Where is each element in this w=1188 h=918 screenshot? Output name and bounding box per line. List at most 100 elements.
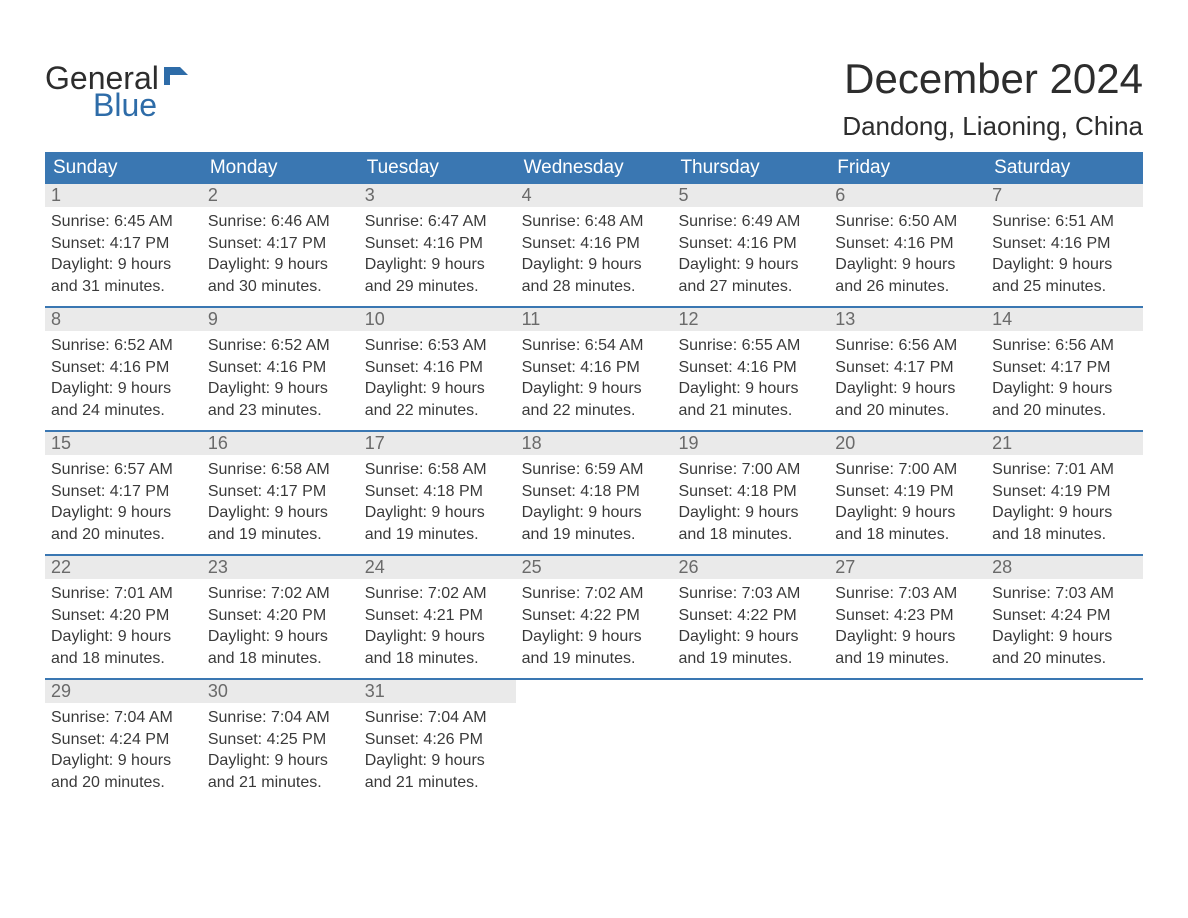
day-cell: 9Sunrise: 6:52 AMSunset: 4:16 PMDaylight…: [202, 308, 359, 430]
day-sunset: Sunset: 4:16 PM: [208, 357, 353, 379]
logo: General Blue: [45, 60, 190, 124]
day-sunset: Sunset: 4:24 PM: [992, 605, 1137, 627]
day-day2: and 20 minutes.: [51, 772, 196, 794]
day-sunrise: Sunrise: 6:56 AM: [992, 335, 1137, 357]
day-cell: [516, 680, 673, 802]
day-day2: and 19 minutes.: [522, 648, 667, 670]
day-day2: and 31 minutes.: [51, 276, 196, 298]
day-sunrise: Sunrise: 6:45 AM: [51, 211, 196, 233]
day-content: Sunrise: 7:03 AMSunset: 4:23 PMDaylight:…: [829, 579, 986, 673]
day-day1: Daylight: 9 hours: [992, 502, 1137, 524]
day-day2: and 28 minutes.: [522, 276, 667, 298]
week-row: 29Sunrise: 7:04 AMSunset: 4:24 PMDayligh…: [45, 678, 1143, 802]
day-sunset: Sunset: 4:16 PM: [522, 233, 667, 255]
logo-text-blue: Blue: [93, 87, 190, 124]
day-number: 12: [672, 308, 829, 331]
day-number: 8: [45, 308, 202, 331]
day-day1: Daylight: 9 hours: [678, 378, 823, 400]
day-day1: Daylight: 9 hours: [51, 502, 196, 524]
day-cell: 4Sunrise: 6:48 AMSunset: 4:16 PMDaylight…: [516, 184, 673, 306]
day-cell: 22Sunrise: 7:01 AMSunset: 4:20 PMDayligh…: [45, 556, 202, 678]
day-content: Sunrise: 7:02 AMSunset: 4:22 PMDaylight:…: [516, 579, 673, 673]
day-number: 6: [829, 184, 986, 207]
day-content: Sunrise: 7:04 AMSunset: 4:24 PMDaylight:…: [45, 703, 202, 797]
day-sunset: Sunset: 4:18 PM: [365, 481, 510, 503]
day-day2: and 19 minutes.: [208, 524, 353, 546]
day-cell: 17Sunrise: 6:58 AMSunset: 4:18 PMDayligh…: [359, 432, 516, 554]
day-sunset: Sunset: 4:16 PM: [365, 233, 510, 255]
day-sunset: Sunset: 4:17 PM: [208, 233, 353, 255]
day-cell: 2Sunrise: 6:46 AMSunset: 4:17 PMDaylight…: [202, 184, 359, 306]
day-day1: Daylight: 9 hours: [208, 254, 353, 276]
day-day2: and 22 minutes.: [522, 400, 667, 422]
week-row: 1Sunrise: 6:45 AMSunset: 4:17 PMDaylight…: [45, 184, 1143, 306]
day-cell: 30Sunrise: 7:04 AMSunset: 4:25 PMDayligh…: [202, 680, 359, 802]
day-sunrise: Sunrise: 6:58 AM: [208, 459, 353, 481]
day-cell: 24Sunrise: 7:02 AMSunset: 4:21 PMDayligh…: [359, 556, 516, 678]
day-cell: 8Sunrise: 6:52 AMSunset: 4:16 PMDaylight…: [45, 308, 202, 430]
day-sunrise: Sunrise: 6:52 AM: [208, 335, 353, 357]
day-sunrise: Sunrise: 6:58 AM: [365, 459, 510, 481]
calendar: SundayMondayTuesdayWednesdayThursdayFrid…: [45, 152, 1143, 802]
day-content: Sunrise: 7:03 AMSunset: 4:22 PMDaylight:…: [672, 579, 829, 673]
day-content: Sunrise: 7:00 AMSunset: 4:18 PMDaylight:…: [672, 455, 829, 549]
day-sunset: Sunset: 4:17 PM: [51, 233, 196, 255]
day-sunrise: Sunrise: 7:02 AM: [365, 583, 510, 605]
day-content: Sunrise: 6:52 AMSunset: 4:16 PMDaylight:…: [45, 331, 202, 425]
day-content: Sunrise: 6:58 AMSunset: 4:17 PMDaylight:…: [202, 455, 359, 549]
day-day1: Daylight: 9 hours: [835, 378, 980, 400]
day-header-row: SundayMondayTuesdayWednesdayThursdayFrid…: [45, 152, 1143, 184]
day-content: Sunrise: 6:59 AMSunset: 4:18 PMDaylight:…: [516, 455, 673, 549]
day-day1: Daylight: 9 hours: [365, 378, 510, 400]
day-number: 7: [986, 184, 1143, 207]
day-sunrise: Sunrise: 6:59 AM: [522, 459, 667, 481]
day-cell: 15Sunrise: 6:57 AMSunset: 4:17 PMDayligh…: [45, 432, 202, 554]
day-number: 10: [359, 308, 516, 331]
day-content: Sunrise: 6:52 AMSunset: 4:16 PMDaylight:…: [202, 331, 359, 425]
day-content: Sunrise: 7:04 AMSunset: 4:25 PMDaylight:…: [202, 703, 359, 797]
day-day2: and 27 minutes.: [678, 276, 823, 298]
day-number: 25: [516, 556, 673, 579]
day-cell: 23Sunrise: 7:02 AMSunset: 4:20 PMDayligh…: [202, 556, 359, 678]
day-day1: Daylight: 9 hours: [835, 254, 980, 276]
day-day2: and 19 minutes.: [835, 648, 980, 670]
day-sunrise: Sunrise: 7:03 AM: [835, 583, 980, 605]
day-cell: 13Sunrise: 6:56 AMSunset: 4:17 PMDayligh…: [829, 308, 986, 430]
day-content: Sunrise: 6:48 AMSunset: 4:16 PMDaylight:…: [516, 207, 673, 301]
day-header: Saturday: [986, 152, 1143, 184]
day-cell: 20Sunrise: 7:00 AMSunset: 4:19 PMDayligh…: [829, 432, 986, 554]
day-cell: 25Sunrise: 7:02 AMSunset: 4:22 PMDayligh…: [516, 556, 673, 678]
day-number: 17: [359, 432, 516, 455]
day-sunset: Sunset: 4:16 PM: [51, 357, 196, 379]
day-day1: Daylight: 9 hours: [208, 626, 353, 648]
day-sunrise: Sunrise: 6:55 AM: [678, 335, 823, 357]
day-content: Sunrise: 7:01 AMSunset: 4:20 PMDaylight:…: [45, 579, 202, 673]
day-sunset: Sunset: 4:24 PM: [51, 729, 196, 751]
flag-icon: [162, 65, 190, 92]
day-day1: Daylight: 9 hours: [522, 502, 667, 524]
day-sunrise: Sunrise: 7:00 AM: [678, 459, 823, 481]
day-content: Sunrise: 6:58 AMSunset: 4:18 PMDaylight:…: [359, 455, 516, 549]
day-sunrise: Sunrise: 7:02 AM: [522, 583, 667, 605]
day-day2: and 19 minutes.: [678, 648, 823, 670]
day-sunrise: Sunrise: 7:00 AM: [835, 459, 980, 481]
day-sunrise: Sunrise: 6:48 AM: [522, 211, 667, 233]
day-sunset: Sunset: 4:17 PM: [992, 357, 1137, 379]
day-number: 29: [45, 680, 202, 703]
day-number: 16: [202, 432, 359, 455]
day-cell: 10Sunrise: 6:53 AMSunset: 4:16 PMDayligh…: [359, 308, 516, 430]
day-day2: and 19 minutes.: [522, 524, 667, 546]
day-sunrise: Sunrise: 7:04 AM: [51, 707, 196, 729]
day-content: Sunrise: 7:01 AMSunset: 4:19 PMDaylight:…: [986, 455, 1143, 549]
day-day1: Daylight: 9 hours: [992, 254, 1137, 276]
day-sunrise: Sunrise: 6:50 AM: [835, 211, 980, 233]
day-content: Sunrise: 6:53 AMSunset: 4:16 PMDaylight:…: [359, 331, 516, 425]
week-row: 15Sunrise: 6:57 AMSunset: 4:17 PMDayligh…: [45, 430, 1143, 554]
day-sunset: Sunset: 4:16 PM: [992, 233, 1137, 255]
day-cell: 18Sunrise: 6:59 AMSunset: 4:18 PMDayligh…: [516, 432, 673, 554]
day-day2: and 20 minutes.: [51, 524, 196, 546]
day-cell: [672, 680, 829, 802]
day-number: 30: [202, 680, 359, 703]
day-content: Sunrise: 7:02 AMSunset: 4:21 PMDaylight:…: [359, 579, 516, 673]
day-day2: and 21 minutes.: [365, 772, 510, 794]
